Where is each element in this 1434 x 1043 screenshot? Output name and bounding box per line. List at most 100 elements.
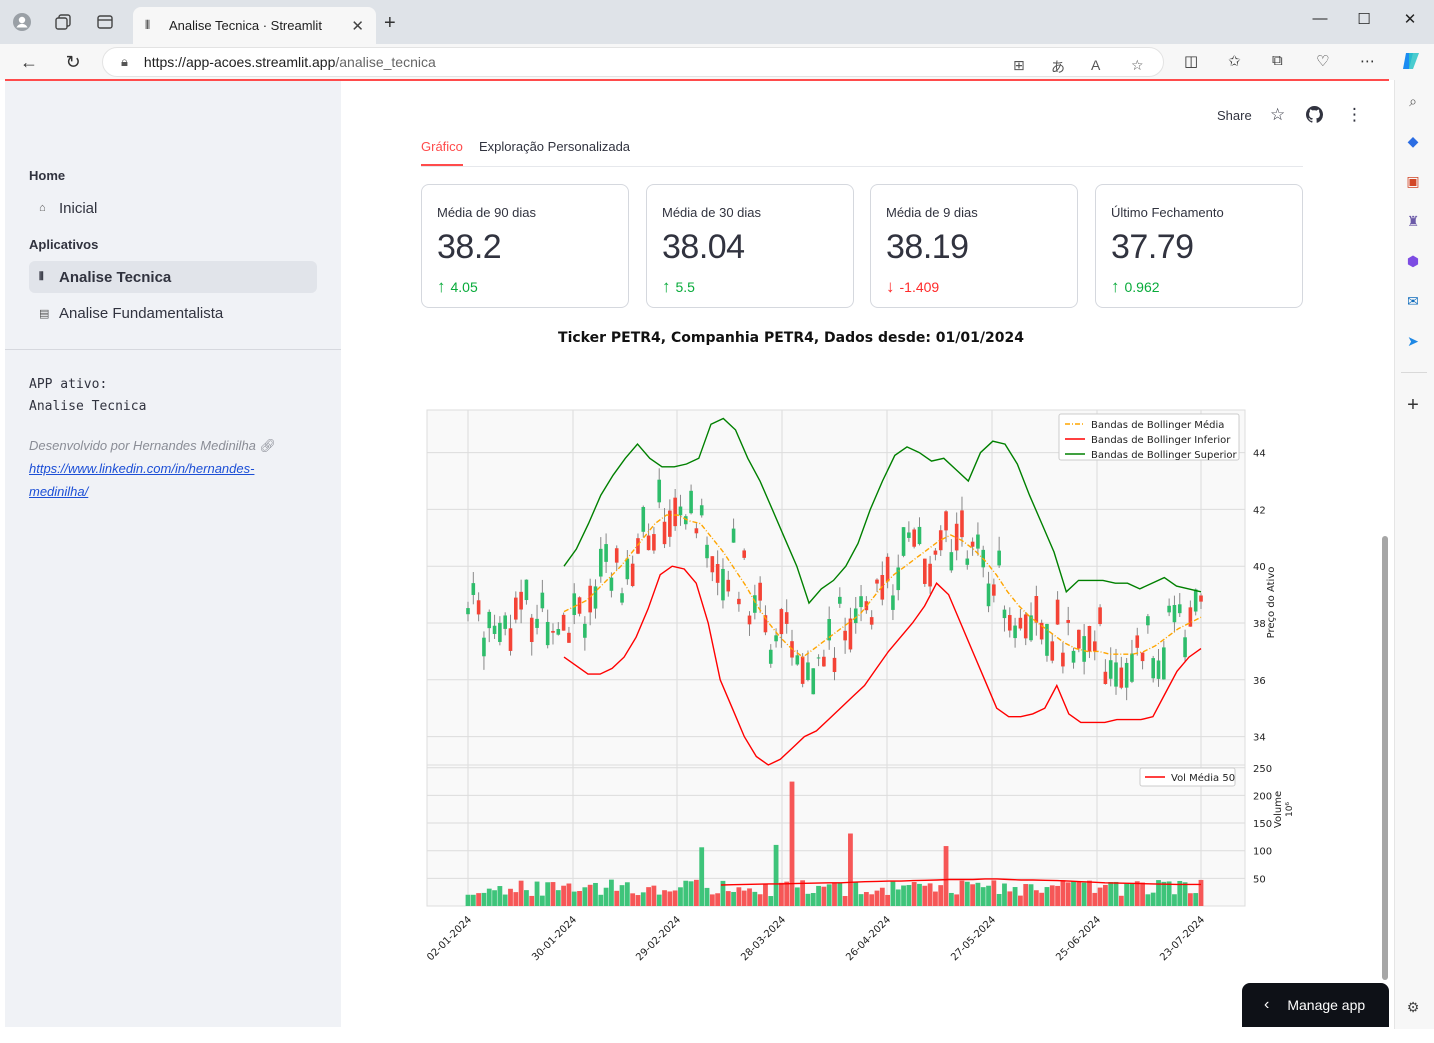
volume-bar [741, 890, 747, 906]
close-window-icon[interactable]: ✕ [1403, 11, 1417, 28]
metric-card: Último Fechamento 37.79 ↑ 0.962 [1095, 184, 1303, 308]
volume-bar [1102, 884, 1108, 906]
volume-bar [954, 894, 960, 906]
candle-body [567, 632, 571, 643]
share-button[interactable]: Share [1217, 108, 1252, 123]
tab-exploracao[interactable]: Exploração Personalizada [479, 139, 631, 154]
back-icon[interactable]: ← [20, 51, 38, 72]
minimize-icon[interactable]: — [1312, 10, 1328, 27]
refresh-icon[interactable]: ↻ [65, 51, 81, 72]
kebab-menu-icon[interactable]: ⋮ [1346, 105, 1363, 124]
volume-bar [1113, 881, 1119, 906]
volume-bar [1081, 882, 1087, 906]
candle-body [997, 550, 1001, 566]
app-active-label: APP ativo: [29, 377, 108, 392]
volume-bar [922, 885, 928, 906]
volume-bar [577, 891, 582, 906]
collections-icon[interactable]: ⧉ [1272, 52, 1283, 69]
translate-icon[interactable]: あ [1051, 59, 1065, 75]
candle-body [683, 516, 688, 525]
volume-bar [890, 881, 896, 906]
candle-body [1135, 635, 1140, 648]
linkedin-link[interactable]: https://www.linkedin.com/in/hernandes- m… [29, 457, 279, 503]
candle-body [1098, 607, 1102, 625]
volume-bar [640, 892, 646, 906]
volume-bar [1193, 893, 1199, 906]
shopping-tag-icon[interactable]: ◆ [1407, 132, 1419, 149]
address-bar[interactable]: 🔒︎ https://app-acoes.streamlit.app/anali… [102, 47, 1164, 77]
manage-app-button[interactable]: ‹ Manage app [1242, 983, 1389, 1027]
candle-body [1039, 622, 1044, 640]
volume-bar [1028, 884, 1034, 906]
volume-bar [938, 885, 944, 906]
browser-essentials-icon[interactable]: ♡ [1316, 53, 1330, 70]
volume-bar [1140, 882, 1145, 906]
sidebar-item-analise-tecnica[interactable]: ⫴ Analise Tecnica [29, 261, 317, 293]
url-path: /analise_tecnica [335, 54, 436, 70]
candle-body [784, 612, 789, 624]
volume-bar [683, 880, 689, 906]
candle-body [1167, 605, 1171, 613]
price-tick-label: 42 [1253, 505, 1266, 516]
candle-body [694, 528, 699, 534]
candle-body [1002, 609, 1007, 619]
more-menu-icon[interactable]: ⋯ [1360, 53, 1375, 70]
volume-bar [582, 887, 588, 906]
tab-grafico[interactable]: Gráfico [421, 139, 463, 154]
maximize-icon[interactable]: ☐ [1357, 11, 1371, 28]
telegram-icon[interactable]: ➤ [1407, 332, 1419, 349]
vertical-tabs-icon[interactable] [95, 12, 115, 32]
candle-body [514, 597, 518, 620]
github-icon[interactable] [1306, 106, 1324, 128]
price-tick-label: 38 [1253, 619, 1266, 630]
split-screen-icon[interactable]: ◫ [1184, 53, 1199, 70]
main-content: Share ☆ ⋮ Gráfico Exploração Personaliza… [341, 81, 1381, 1027]
volume-bar [1055, 885, 1060, 906]
candle-body [1162, 647, 1166, 680]
browser-tab[interactable]: ⫴ Analise Tecnica · Streamlit ✕ [133, 7, 376, 44]
candle-body [577, 597, 582, 614]
price-tick-label: 40 [1253, 562, 1266, 573]
games-icon[interactable]: ♜ [1406, 212, 1420, 229]
close-tab-icon[interactable]: ✕ [351, 17, 364, 35]
star-icon[interactable]: ☆ [1270, 105, 1286, 124]
favorites-icon[interactable]: ✩ [1228, 53, 1241, 70]
volume-bar [1076, 881, 1082, 906]
candle-body [912, 529, 916, 547]
volume-bar [667, 891, 673, 906]
candle-body [859, 596, 863, 608]
volume-bar [502, 894, 508, 906]
workspaces-icon[interactable] [53, 12, 73, 32]
volume-tick-label: 50 [1253, 874, 1266, 885]
candle-body [1092, 641, 1097, 652]
volume-bar [911, 882, 917, 906]
outlook-icon[interactable]: ✉ [1407, 292, 1419, 309]
sidebar-item-inicial[interactable]: ⌂ Inicial [29, 192, 317, 224]
search-icon[interactable]: ⌕ [1409, 92, 1417, 109]
metric-label: Média de 9 dias [886, 205, 978, 220]
candle-body [535, 618, 539, 628]
metric-delta-value: -1.409 [899, 279, 940, 295]
favorite-star-icon[interactable]: ☆ [1131, 57, 1144, 73]
candle-body [922, 558, 927, 584]
volume-tick-label: 100 [1253, 847, 1272, 858]
app-sidebar: Home ⌂ Inicial Aplicativos ⫴ Analise Tec… [5, 81, 341, 1027]
volume-bar [566, 883, 572, 906]
price-panel [426, 409, 1246, 766]
new-tab-icon[interactable]: + [384, 12, 396, 34]
candle-body [646, 535, 651, 551]
add-sidebar-app-icon[interactable]: + [1407, 393, 1419, 416]
scrollbar[interactable] [1382, 536, 1388, 980]
sidebar-item-analise-fundamentalista[interactable]: ▤ Analise Fundamentalista [29, 297, 317, 329]
app-available-icon[interactable]: ⊞ [1013, 57, 1025, 73]
copilot-icon[interactable] [1400, 50, 1422, 76]
candle-body [954, 523, 959, 551]
microsoft365-icon[interactable]: ⬢ [1406, 252, 1420, 269]
volume-bar [736, 887, 742, 906]
read-aloud-icon[interactable]: A [1091, 57, 1101, 73]
profile-icon[interactable] [12, 12, 32, 32]
candle-body [1156, 660, 1161, 679]
settings-gear-icon[interactable]: ⚙ [1406, 998, 1420, 1015]
tools-icon[interactable]: ▣ [1406, 172, 1420, 189]
volume-bar [848, 833, 853, 906]
